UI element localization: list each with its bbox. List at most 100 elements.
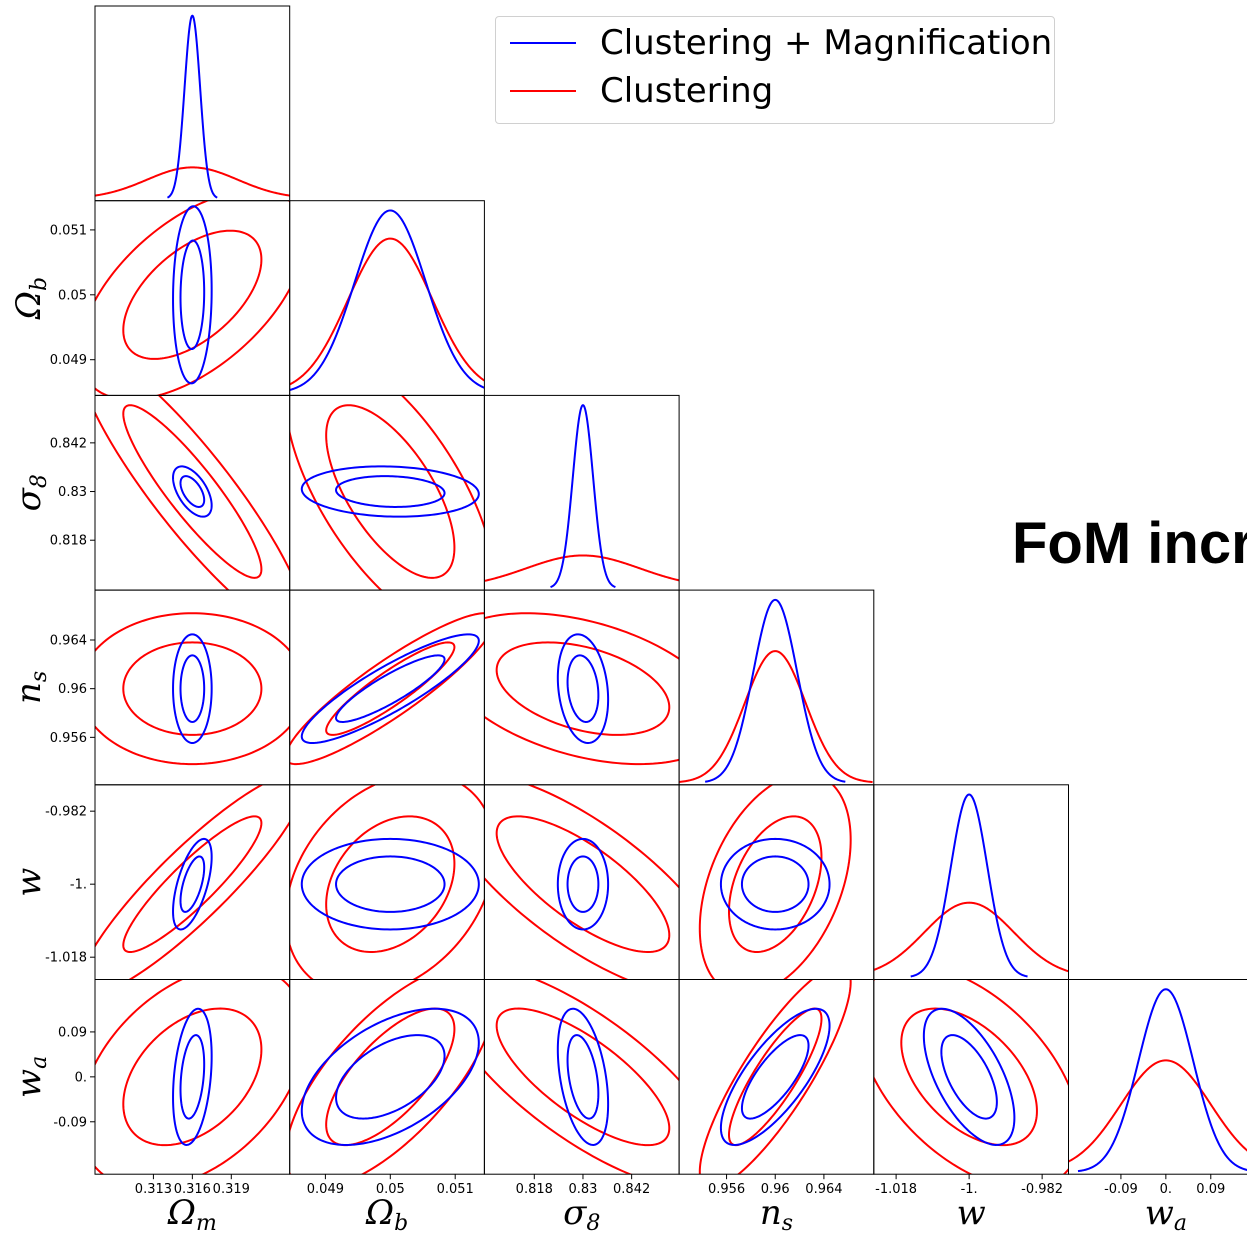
contour-clustering-magnification-1sigma (179, 855, 206, 913)
y-tick-label: 0.818 (50, 534, 87, 549)
contour-clustering-magnification-2sigma (172, 633, 213, 744)
contour-clustering-1sigma (325, 404, 456, 579)
panel-frame (94, 200, 291, 396)
contour-clustering-magnification-2sigma (556, 1007, 610, 1146)
panel-1-0 (94, 200, 291, 396)
x-tick-label: 0.842 (613, 1182, 650, 1197)
panel-3-0 (94, 589, 291, 786)
contour-clustering-2sigma (95, 979, 290, 1175)
x-tick-label: 0.319 (213, 1182, 250, 1197)
contour-clustering-1sigma (325, 1007, 456, 1147)
panel-3-2 (483, 589, 680, 786)
panel-5-5 (1068, 979, 1247, 1175)
contour-clustering-magnification-1sigma (179, 654, 206, 723)
legend: Clustering + Magnification Clustering (495, 16, 1055, 124)
contour-clustering-magnification-1sigma (335, 855, 446, 913)
legend-line-red (510, 90, 576, 92)
contour-clustering-1sigma (495, 641, 671, 736)
contour-clustering-magnification-2sigma (556, 837, 610, 931)
marginal-curve-clustering (679, 650, 873, 784)
x-tick-label: -1.018 (875, 1182, 917, 1197)
headline: FoM incr (1012, 511, 1247, 576)
contour-clustering-1sigma (495, 1007, 671, 1147)
panel-5-4 (873, 979, 1069, 1175)
x-tick-label: 0.051 (437, 1182, 474, 1197)
legend-item-clustering: Clustering (510, 71, 773, 111)
panel-0-0 (94, 5, 291, 202)
contour-clustering-2sigma (95, 200, 290, 396)
contour-clustering-magnification-1sigma (740, 1034, 810, 1120)
y-tick-label: -0.09 (53, 1115, 87, 1130)
marginal-curve-clustering (1068, 1059, 1247, 1163)
x-tick-label: 0.09 (1196, 1182, 1225, 1197)
contour-clustering-2sigma (698, 784, 852, 980)
panel-5-2 (483, 979, 680, 1175)
x-tick-label: 0.964 (805, 1182, 842, 1197)
panel-3-3 (678, 589, 875, 786)
marginal-curve-clustering (95, 166, 290, 197)
panel-frame (678, 979, 875, 1175)
x-axis-label: wa (1145, 1193, 1187, 1236)
marginal-curve-clustering-magnification (550, 404, 616, 588)
contour-clustering-magnification-2sigma (172, 465, 213, 518)
contour-clustering-magnification-2sigma (172, 1007, 213, 1146)
contour-clustering-1sigma (122, 815, 263, 954)
panel-4-4 (873, 784, 1069, 980)
contour-clustering-2sigma (289, 612, 485, 766)
y-tick-label: 0.051 (50, 223, 87, 238)
y-tick-label: 0. (75, 1070, 87, 1085)
contour-clustering-magnification-2sigma (719, 837, 831, 931)
contour-clustering-magnification-2sigma (300, 837, 480, 931)
marginal-curve-clustering (484, 554, 680, 582)
y-tick-label: 0.964 (50, 633, 87, 648)
contour-clustering-2sigma (95, 612, 290, 766)
contour-clustering-2sigma (484, 612, 680, 766)
contour-clustering-magnification-2sigma (922, 1007, 1016, 1146)
contour-clustering-2sigma (95, 395, 290, 591)
contour-clustering-magnification-1sigma (335, 475, 446, 508)
y-tick-label: 0.956 (50, 731, 87, 746)
legend-item-clustering-magnification: Clustering + Magnification (510, 23, 1052, 63)
panel-2-2 (483, 394, 680, 591)
y-tick-label: 0.049 (50, 353, 87, 368)
x-tick-label: 0.049 (307, 1182, 344, 1197)
panel-frame (873, 979, 1069, 1175)
contour-clustering-1sigma (495, 815, 671, 954)
x-tick-label: 0.316 (174, 1182, 211, 1197)
contour-clustering-magnification-2sigma (300, 465, 480, 518)
x-tick-label: -1. (961, 1182, 978, 1197)
marginal-curve-clustering-magnification (704, 598, 846, 783)
panel-frame (289, 589, 485, 786)
panel-5-3 (678, 979, 875, 1175)
contour-clustering-magnification-1sigma (566, 855, 600, 913)
y-axis-label: σ8 (9, 474, 52, 511)
contour-clustering-1sigma (727, 1007, 823, 1147)
contour-clustering-2sigma (484, 784, 680, 980)
y-tick-label: 0.05 (58, 288, 87, 303)
x-tick-label: 0.05 (376, 1182, 405, 1197)
y-tick-label: -1.018 (45, 951, 87, 966)
x-tick-label: 0.956 (708, 1182, 745, 1197)
contour-clustering-magnification-1sigma (566, 654, 600, 723)
contour-clustering-1sigma (122, 229, 263, 360)
marginal-curve-clustering-magnification (910, 793, 1028, 978)
contour-clustering-magnification-1sigma (740, 855, 810, 913)
contour-clustering-2sigma (95, 784, 290, 980)
panel-3-1 (289, 589, 485, 786)
panel-4-3 (678, 784, 875, 980)
panel-frame (483, 394, 680, 591)
panel-frame (873, 784, 1069, 980)
x-axis-label: Ωm (167, 1193, 217, 1236)
contour-clustering-magnification-1sigma (940, 1034, 998, 1120)
marginal-curve-clustering (873, 901, 1069, 973)
contour-clustering-magnification-1sigma (179, 475, 206, 508)
panel-4-0 (94, 784, 291, 980)
x-tick-label: 0.96 (761, 1182, 790, 1197)
y-axis-label: Ωb (9, 277, 52, 320)
contour-clustering-magnification-2sigma (556, 633, 610, 744)
contour-clustering-magnification-1sigma (179, 1034, 206, 1120)
contour-clustering-magnification-1sigma (335, 654, 446, 723)
contour-clustering-magnification-1sigma (335, 1034, 446, 1120)
contour-clustering-2sigma (289, 979, 485, 1175)
panel-frame (94, 979, 291, 1175)
